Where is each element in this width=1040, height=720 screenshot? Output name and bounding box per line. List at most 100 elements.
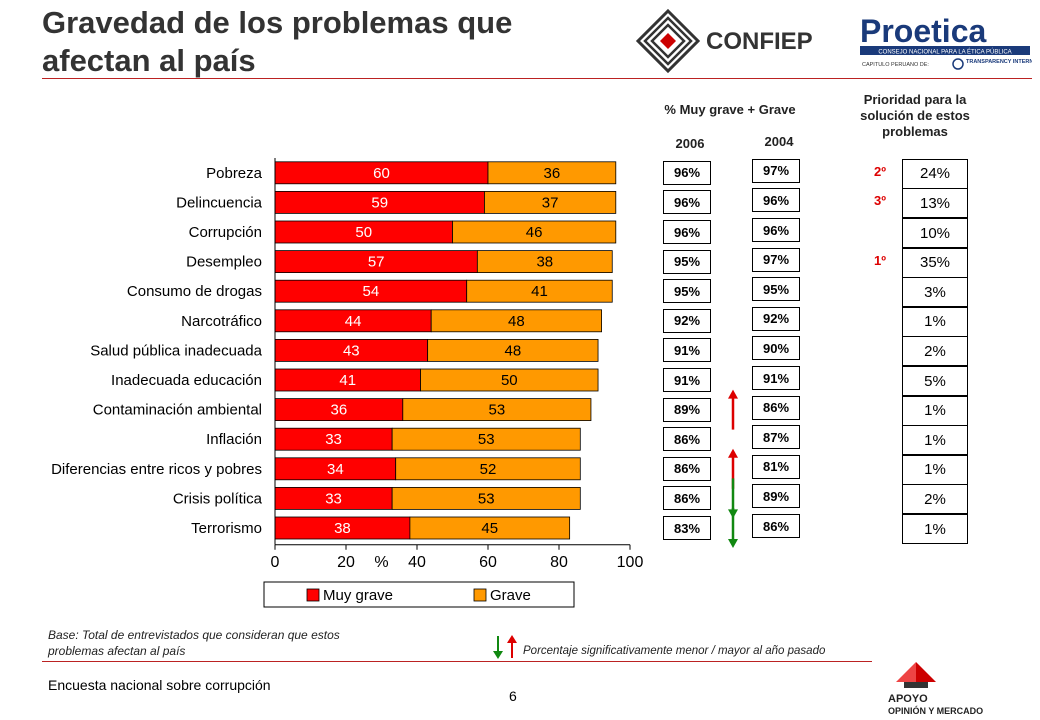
bar-grave [476,250,613,274]
proetica-subtitle: CONSEJO NACIONAL PARA LA ÉTICA PÚBLICA [878,49,1011,56]
bar-grave [409,516,571,540]
data-label-grave: 50 [501,372,518,389]
pct-2006-cell: 95% [663,279,711,304]
year-2004-header: 2004 [764,134,794,149]
data-label-grave: 52 [480,461,497,478]
legend-swatch-grave [473,588,487,602]
data-label-muy-grave: 43 [343,342,360,359]
priority-cell: 1% [902,514,968,544]
priority-cell: 35% [902,247,968,278]
data-label-muy-grave: 50 [355,224,372,241]
slide-title: Gravedad de los problemas que afectan al… [42,4,512,80]
x-tick-label: 100 [617,554,644,571]
x-tick-label: 80 [550,554,568,571]
category-label: Contaminación ambiental [93,402,262,419]
pct-2006-cell: 91% [663,368,711,392]
bar-grave [484,190,617,214]
data-label-muy-grave: 44 [345,313,362,330]
category-label: Desempleo [186,254,262,271]
pct-2004-cell: 89% [752,484,800,509]
x-tick-label: 40 [408,554,426,571]
data-label-grave: 53 [478,490,495,507]
x-axis-label: % [374,554,388,571]
arrow-down-icon [728,508,738,548]
pct-2004-cell: 90% [752,336,800,361]
arrow-up-icon [507,635,517,658]
category-label: Inflación [206,431,262,448]
data-label-muy-grave: 59 [371,194,388,211]
data-label-grave: 48 [505,342,522,359]
bar-grave [487,161,617,185]
pct-2004-cell: 96% [752,218,800,242]
category-label: Corrupción [189,224,262,241]
title-line-2: afectan al país [42,43,256,78]
category-label: Consumo de drogas [127,283,262,300]
category-label: Inadecuada educación [111,372,262,389]
arrow-legend [493,635,517,659]
proetica-logo: Proetica CONSEJO NACIONAL PARA LA ÉTICA … [860,14,1032,70]
priority-cell: 1% [902,306,968,337]
pct-2004-cell: 81% [752,454,800,479]
x-tick-label: 20 [337,554,355,571]
category-label: Pobreza [206,165,263,182]
footer-title: Encuesta nacional sobre corrupción [48,677,271,693]
category-label: Terrorismo [191,520,262,537]
pct-2006-cell: 96% [663,160,711,185]
category-label: Crisis política [173,490,263,507]
data-label-grave: 53 [489,402,506,419]
pct-2006-cell: 92% [663,308,711,333]
pct-2006-cell: 96% [663,190,711,215]
bar-grave [391,486,581,510]
pct-2006-cell: 83% [663,516,711,540]
category-label: Salud pública inadecuada [90,342,262,359]
bar-grave [395,457,581,481]
pct-2006-cell: 86% [663,486,711,511]
data-label-muy-grave: 34 [327,461,344,478]
pct-2004-cell: 96% [752,188,800,213]
apoyo-subtitle: OPINIÓN Y MERCADO [888,705,983,716]
data-label-muy-grave: 54 [363,283,380,300]
priority-cell: 1% [902,425,968,456]
data-label-grave: 48 [508,313,525,330]
bar-grave [466,279,613,303]
category-label: Narcotráfico [181,313,262,330]
priority-cell: 1% [902,454,968,485]
data-label-muy-grave: 36 [331,402,348,419]
arrow-up-icon [728,389,738,430]
priority-rank: 1º [874,252,886,268]
top-divider [42,78,1032,79]
priority-cell: 5% [902,366,968,396]
pct-2004-cell: 95% [752,277,800,302]
proetica-chapter: CAPITULO PERUANO DE: [862,62,929,68]
base-note-1: Base: Total de entrevistados que conside… [48,628,340,642]
priority-cell: 2% [902,336,968,367]
priority-rank: 3º [874,193,886,209]
pct-2006-cell: 96% [663,220,711,244]
data-label-muy-grave: 57 [368,254,385,271]
priority-cell: 10% [902,218,968,248]
data-label-grave: 53 [478,431,495,448]
legend-swatch-muy-grave [306,588,320,602]
data-label-grave: 36 [544,165,561,182]
x-tick-label: 60 [479,554,497,571]
confiep-wordmark: CONFIEP [706,28,813,55]
x-tick-label: 0 [271,554,280,571]
pct-2004-cell: 86% [752,514,800,538]
arrow-down-icon [493,636,503,659]
priority-cell: 13% [902,188,968,219]
base-note-2: problemas afectan al país [48,644,186,658]
arrow-note: Porcentaje significativamente menor / ma… [523,645,826,657]
pct-2004-cell: 91% [752,366,800,390]
bar-grave [452,220,617,244]
priority-rank: 2º [874,163,886,179]
legend-label-grave: Grave [490,587,531,604]
bar-grave [430,309,603,333]
data-label-muy-grave: 41 [339,372,356,389]
bottom-divider [42,661,872,662]
transparency-text: TRANSPARENCY INTERNATIONAL [966,59,1032,65]
pct-2004-cell: 97% [752,247,800,272]
priority-cell: 2% [902,484,968,515]
pct-2006-cell: 91% [663,338,711,363]
pct-2006-cell: 89% [663,397,711,422]
